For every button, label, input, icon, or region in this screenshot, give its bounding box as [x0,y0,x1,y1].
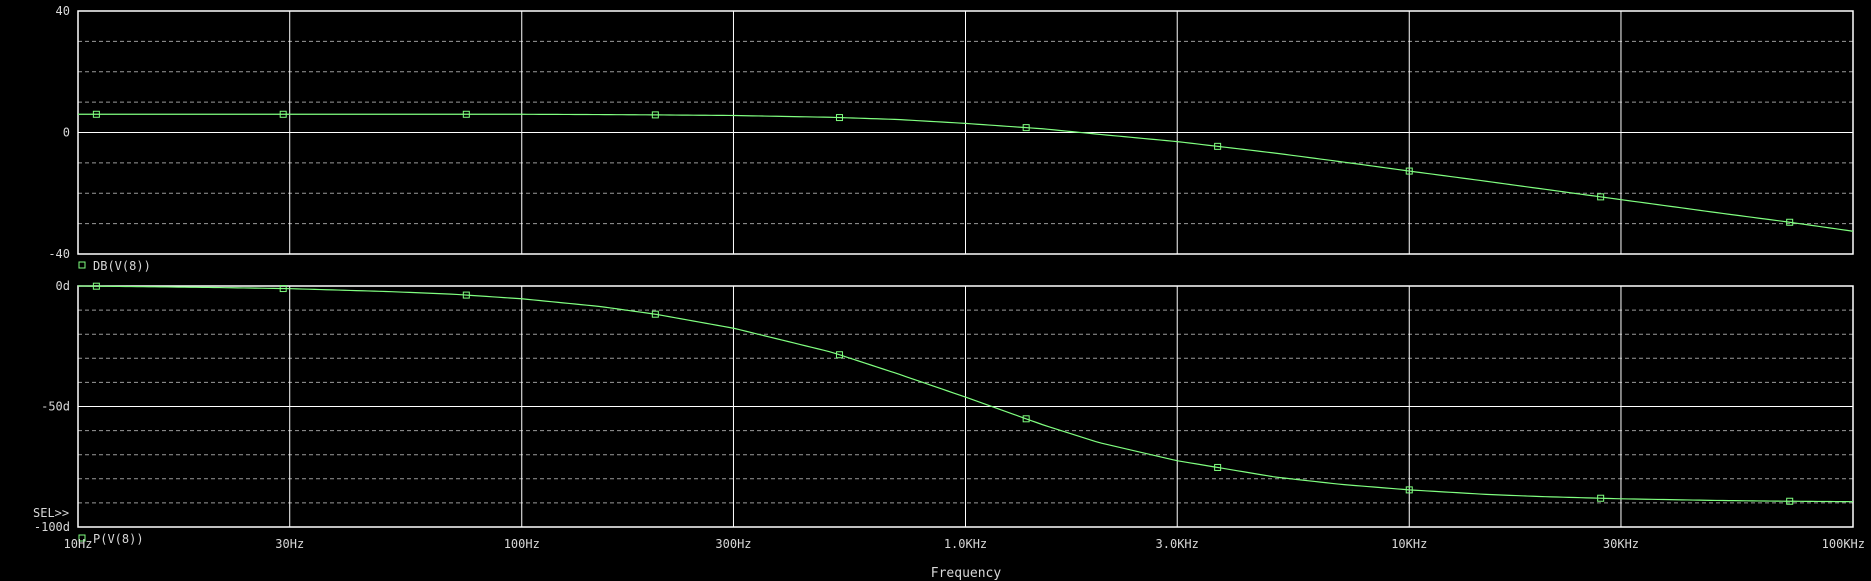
trace-marker [1786,218,1794,226]
x-tick-label: 10Hz [64,537,93,551]
trace-marker [651,111,659,119]
x-tick-label: 30KHz [1603,537,1639,551]
trace-line [78,113,1854,232]
legend-marker [78,261,86,269]
trace-marker [1597,494,1605,502]
trace-marker [279,110,287,118]
x-tick-label: 100Hz [504,537,540,551]
selector-label[interactable]: SEL>> [33,506,69,520]
x-axis-title: Frequency [931,566,1002,581]
y-tick-label: -100d [34,520,70,534]
trace-marker [1022,415,1030,423]
y-tick-label: 40 [56,4,70,18]
legend-label: P(V(8)) [93,532,144,546]
phase-panel[interactable]: 0d -50d -100d P(V(8)) [34,279,1854,546]
trace-marker [651,310,659,318]
x-tick-label: 30Hz [275,537,304,551]
trace-marker [835,114,843,122]
x-tick-label: 10KHz [1391,537,1427,551]
x-tick-label: 300Hz [715,537,751,551]
trace-marker [1214,463,1222,471]
trace-marker [279,285,287,293]
trace-marker [1405,486,1413,494]
y-tick-label: -40 [48,247,70,261]
trace-marker [462,291,470,299]
trace-marker [1786,497,1794,505]
y-tick-label: 0d [56,279,70,293]
trace-marker [92,282,100,290]
trace-marker [1405,167,1413,175]
x-tick-label: 100KHz [1822,537,1865,551]
magnitude-panel[interactable]: 40 0 -40 DB(V(8)) [48,4,1854,273]
frequency-axis: 10Hz 30Hz 100Hz 300Hz 1.0KHz 3.0KHz 10KHz 30KHz… [64,537,1865,551]
x-tick-label: 1.0KHz [944,537,987,551]
panel-frame [77,285,1854,528]
x-tick-label: 3.0KHz [1156,537,1199,551]
trace-marker [835,351,843,359]
trace-marker [1597,193,1605,201]
y-tick-label: 0 [63,126,70,140]
trace-marker [1214,142,1222,150]
trace-line [77,285,1854,503]
y-tick-label: -50d [41,400,70,414]
trace-marker [1022,124,1030,132]
legend-marker [78,534,86,542]
panel-frame [77,10,1854,255]
trace-marker [92,110,100,118]
legend-label: DB(V(8)) [93,259,151,273]
trace-marker [462,110,470,118]
